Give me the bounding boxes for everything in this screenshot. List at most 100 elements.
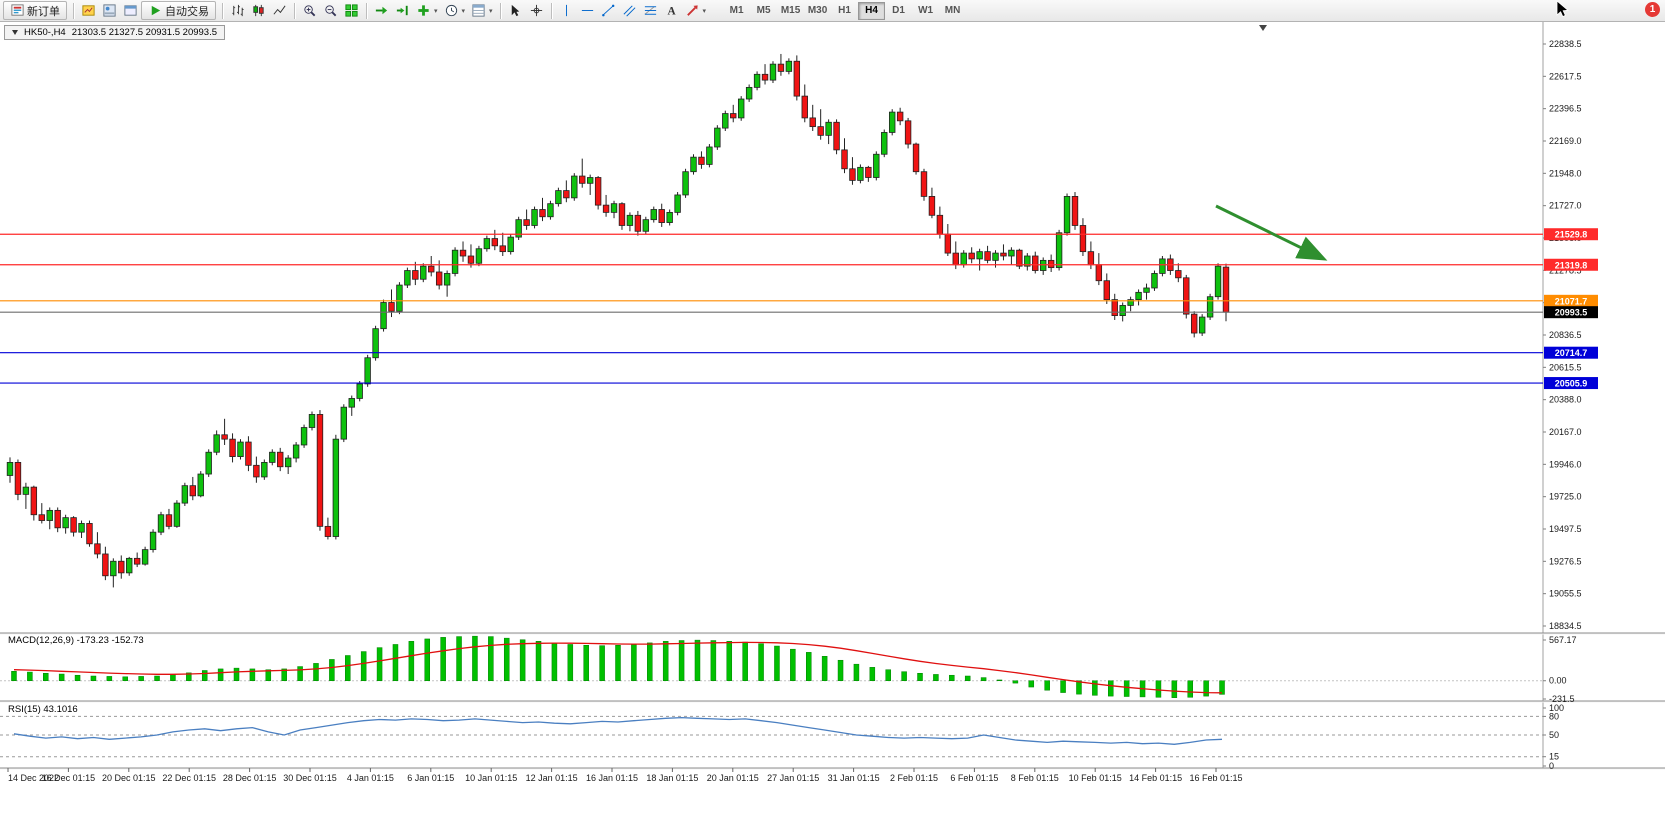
candlestick xyxy=(451,247,459,277)
bar-chart-button[interactable] xyxy=(227,1,248,20)
zoom-in-icon xyxy=(302,3,317,18)
candlestick xyxy=(904,117,912,149)
auto-trading-button[interactable]: 自动交易 xyxy=(141,1,216,20)
templates-button[interactable]: ▾ xyxy=(468,1,496,20)
candlestick xyxy=(674,192,681,216)
candlestick xyxy=(531,206,538,229)
timeframe-d1-button[interactable]: D1 xyxy=(885,2,912,20)
time-axis-label: 16 Jan 01:15 xyxy=(586,773,638,783)
candlestick xyxy=(690,154,697,175)
candlestick xyxy=(316,410,324,531)
price-axis-label: 20167.0 xyxy=(1549,427,1582,437)
time-axis-label: 14 Feb 01:15 xyxy=(1129,773,1182,783)
zoom-out-button[interactable] xyxy=(320,1,341,20)
price-tag: 21319.8 xyxy=(1544,258,1598,271)
candlestick xyxy=(523,209,530,230)
auto-scroll-icon xyxy=(374,3,389,18)
candlestick xyxy=(1175,263,1182,283)
mouse-cursor-icon xyxy=(1556,0,1569,18)
rsi-line xyxy=(13,716,1223,745)
chart-shift-button[interactable] xyxy=(392,1,413,20)
candlestick xyxy=(555,187,562,207)
arrows-button[interactable]: ▾ xyxy=(682,1,710,20)
timeframe-m15-button[interactable]: M15 xyxy=(777,2,804,20)
cursor-button[interactable] xyxy=(505,1,526,20)
crosshair-icon xyxy=(529,3,544,18)
text-button[interactable]: A xyxy=(661,1,682,20)
candlestick xyxy=(269,449,276,466)
horizontal-line-button[interactable] xyxy=(577,1,598,20)
timeframe-m5-button[interactable]: M5 xyxy=(750,2,777,20)
candlestick xyxy=(277,447,284,472)
price-axis-label: 19725.0 xyxy=(1549,492,1582,502)
candlestick xyxy=(769,61,777,84)
candlestick xyxy=(984,245,991,264)
vertical-line-button[interactable] xyxy=(556,1,577,20)
candlestick-chart-button[interactable] xyxy=(248,1,269,20)
candlestick xyxy=(658,203,665,227)
toolbar-separator xyxy=(499,2,501,19)
candlestick xyxy=(642,216,650,235)
trend-arrow[interactable] xyxy=(1215,204,1328,261)
indicators-button[interactable]: ▾ xyxy=(413,1,441,20)
channel-button[interactable] xyxy=(619,1,640,20)
candlestick xyxy=(1024,253,1031,271)
chart-shift-icon xyxy=(395,3,410,18)
candlestick xyxy=(165,508,173,530)
price-axis-label: 19276.5 xyxy=(1549,556,1582,566)
price-axis-label: 22617.5 xyxy=(1549,71,1582,81)
candlestick xyxy=(873,151,880,181)
candlestick xyxy=(467,244,475,268)
notification-badge[interactable]: 1 xyxy=(1645,2,1660,17)
price-axis-label: 20836.5 xyxy=(1549,330,1582,340)
line-chart-button[interactable] xyxy=(269,1,290,20)
candlestick xyxy=(833,119,840,155)
price-tag: 20714.7 xyxy=(1544,346,1598,359)
svg-text:21529.8: 21529.8 xyxy=(1555,230,1588,240)
timeframe-h4-button[interactable]: H4 xyxy=(858,1,886,20)
periods-button[interactable]: ▾ xyxy=(441,1,469,20)
terminal-button[interactable] xyxy=(120,1,141,20)
chart-canvas[interactable]: 22838.5 22617.5 22396.5 22169.0 21948.0 21727… xyxy=(0,22,1665,839)
price-axis[interactable]: 22838.5 22617.5 22396.5 22169.0 21948.0 21727… xyxy=(1542,22,1582,768)
auto-scroll-button[interactable] xyxy=(371,1,392,20)
candlestick xyxy=(968,247,975,264)
zoom-in-button[interactable] xyxy=(299,1,320,20)
timeframe-m30-button[interactable]: M30 xyxy=(804,2,831,20)
candlestick xyxy=(539,197,546,222)
vertical-line-icon xyxy=(559,3,574,18)
tile-windows-button[interactable] xyxy=(341,1,362,20)
candlestick xyxy=(380,299,387,332)
candlestick xyxy=(1135,289,1142,306)
chart-shift-marker[interactable] xyxy=(1259,25,1267,31)
new-order-button[interactable]: 新订单 xyxy=(3,1,67,20)
candlestick xyxy=(1016,248,1023,270)
trendline-button[interactable] xyxy=(598,1,619,20)
fibonacci-button[interactable] xyxy=(640,1,661,20)
candlestick xyxy=(213,430,220,456)
timeframe-mn-button[interactable]: MN xyxy=(939,2,966,20)
candlestick-chart-icon xyxy=(251,3,266,18)
timeframe-m1-button[interactable]: M1 xyxy=(723,2,750,20)
candlestick xyxy=(404,267,411,288)
timeframe-w1-button[interactable]: W1 xyxy=(912,2,939,20)
candlestick xyxy=(372,325,379,361)
candlestick xyxy=(626,212,634,232)
chart-symbol-tab[interactable]: HK50-,H4 21303.5 21327.5 20931.5 20993.5 xyxy=(4,25,225,40)
candlestick xyxy=(1000,244,1007,261)
time-axis-label: 10 Feb 01:15 xyxy=(1069,773,1122,783)
periods-icon xyxy=(444,3,459,18)
candlestick xyxy=(666,209,673,226)
candlestick xyxy=(197,471,204,498)
candlestick xyxy=(102,546,109,581)
timeframe-h1-button[interactable]: H1 xyxy=(831,2,858,20)
macd-signal-line xyxy=(13,641,1223,694)
market-watch-button[interactable] xyxy=(78,1,99,20)
navigator-button[interactable] xyxy=(99,1,120,20)
candlestick xyxy=(944,224,952,256)
candlestick xyxy=(205,449,212,477)
crosshair-button[interactable] xyxy=(526,1,547,20)
time-axis-label: 8 Feb 01:15 xyxy=(1011,773,1059,783)
rsi-scale-label: 80 xyxy=(1549,711,1559,721)
